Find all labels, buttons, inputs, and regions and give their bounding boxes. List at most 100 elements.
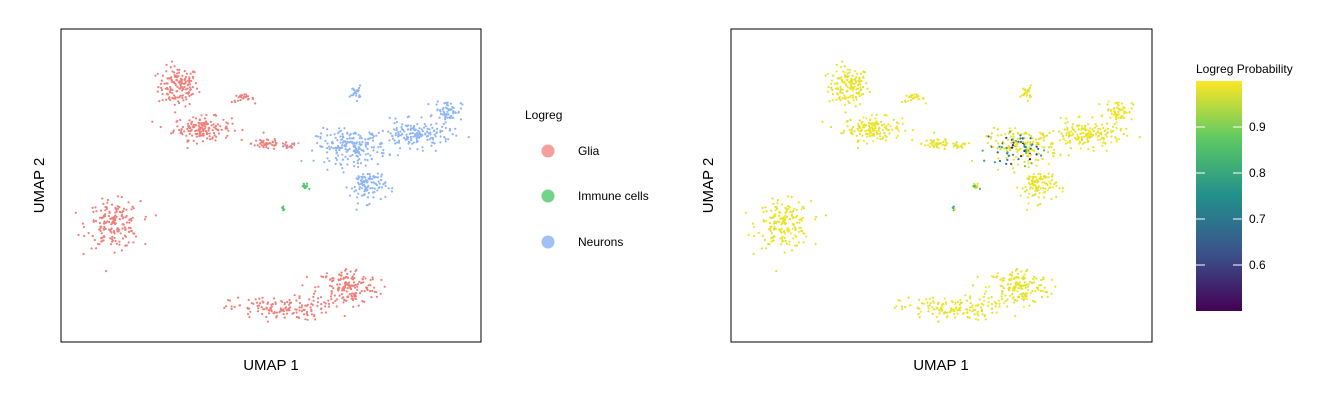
- right-point: [1048, 186, 1051, 190]
- right-point: [867, 121, 871, 124]
- right-point: [1007, 287, 1010, 290]
- left-point: [118, 218, 121, 221]
- right-point: [1043, 181, 1046, 184]
- left-point: [104, 209, 107, 212]
- left-point: [255, 301, 259, 304]
- right-point: [918, 97, 921, 100]
- right-point: [843, 74, 846, 77]
- left-point: [339, 162, 342, 165]
- left-point: [429, 133, 432, 136]
- left-point: [324, 302, 327, 305]
- left-point: [265, 306, 268, 309]
- left-point: [391, 137, 394, 140]
- left-point: [124, 228, 127, 231]
- left-point: [329, 295, 332, 298]
- left-point: [353, 186, 356, 189]
- right-point: [1087, 129, 1091, 132]
- left-point: [191, 120, 194, 123]
- left-point: [169, 66, 172, 69]
- right-point: [765, 210, 768, 213]
- right-point: [838, 77, 841, 80]
- right-point: [1011, 167, 1015, 170]
- left-point: [107, 214, 111, 218]
- right-point: [826, 90, 830, 93]
- left-point: [364, 158, 367, 161]
- right-point: [841, 88, 844, 91]
- left-point: [379, 292, 382, 295]
- left-point: [206, 122, 209, 125]
- right-point: [1015, 143, 1018, 147]
- right-point: [1114, 102, 1117, 105]
- left-point: [109, 217, 112, 220]
- left-point: [116, 195, 119, 198]
- right-point: [935, 146, 938, 149]
- right-point: [860, 93, 863, 96]
- left-point: [420, 128, 423, 131]
- left-point: [357, 192, 360, 195]
- left-point: [247, 313, 250, 316]
- left-point: [383, 285, 386, 288]
- left-point: [406, 138, 409, 141]
- right-point: [955, 141, 958, 144]
- right-point: [840, 132, 843, 135]
- right-point: [1096, 130, 1100, 133]
- left-point: [335, 149, 338, 152]
- left-point: [372, 135, 376, 138]
- left-point: [328, 148, 331, 151]
- left-point: [336, 287, 339, 290]
- right-point: [967, 142, 971, 145]
- left-point: [262, 131, 265, 134]
- right-point: [799, 226, 802, 230]
- right-point: [865, 117, 868, 120]
- right-point: [1037, 180, 1040, 183]
- right-point: [880, 124, 884, 127]
- left-point: [402, 128, 405, 131]
- right-point: [1048, 180, 1051, 183]
- right-point: [857, 83, 860, 86]
- right-point: [785, 215, 788, 218]
- left-point: [450, 114, 453, 117]
- right-point: [1052, 155, 1055, 158]
- left-point: [428, 138, 431, 141]
- right-point: [839, 89, 842, 92]
- left-point: [362, 275, 365, 278]
- right-point: [1117, 101, 1120, 104]
- left-point: [177, 100, 180, 103]
- left-point: [441, 108, 444, 111]
- left-point: [312, 295, 315, 299]
- right-point: [1077, 124, 1081, 127]
- left-point: [368, 173, 371, 176]
- right-point: [859, 132, 862, 135]
- right-point: [884, 139, 887, 142]
- left-point: [368, 175, 372, 178]
- right-point: [1080, 135, 1083, 139]
- left-point: [179, 118, 182, 122]
- right-point: [1066, 141, 1069, 144]
- left-point: [387, 130, 390, 133]
- right-point: [915, 93, 918, 96]
- right-point: [982, 295, 986, 299]
- left-point: [322, 126, 325, 129]
- left-point: [420, 116, 423, 119]
- right-point: [1087, 148, 1090, 151]
- left-point: [188, 86, 192, 89]
- left-point: [359, 292, 362, 295]
- left-point: [180, 132, 183, 135]
- left-point: [433, 129, 436, 132]
- right-point: [751, 222, 755, 225]
- right-point: [1015, 155, 1018, 158]
- right-point: [954, 316, 957, 319]
- right-point: [1035, 153, 1038, 156]
- left-point: [95, 210, 98, 213]
- left-point: [127, 201, 130, 204]
- right-point: [1037, 204, 1040, 207]
- right-point: [792, 237, 795, 240]
- left-point: [364, 277, 367, 280]
- left-point: [265, 315, 268, 318]
- left-point: [320, 296, 323, 299]
- left-point: [364, 153, 367, 156]
- left-point: [434, 149, 437, 152]
- right-point: [792, 223, 795, 226]
- right-points-layer: [744, 60, 1141, 323]
- right-point: [786, 205, 789, 208]
